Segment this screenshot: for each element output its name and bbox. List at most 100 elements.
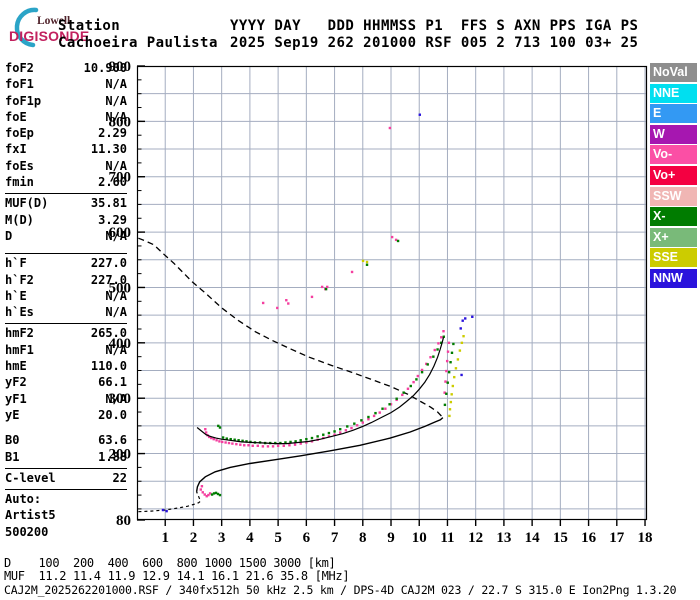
- param-label: fxI: [5, 142, 27, 157]
- param-value: N/A: [105, 342, 127, 357]
- param-row-fxi: fxI 11.30: [5, 142, 127, 158]
- param-label: Artist5: [5, 508, 56, 523]
- x-axis-label: 13: [496, 530, 511, 546]
- param-label: M(D): [5, 212, 34, 227]
- y-axis-label: 900: [109, 59, 132, 75]
- param-row-auto: Auto:: [5, 492, 127, 508]
- series-x-trace-sse-yellow: [361, 259, 465, 418]
- legend-label: NNE: [653, 85, 680, 100]
- x-axis-label: 6: [303, 530, 311, 546]
- measurement-header: YYYY DAY DDD HHMMSS P1 FFS S AXN PPS IGA…: [230, 18, 638, 51]
- x-axis-label: 10: [412, 530, 427, 546]
- param-value: N/A: [105, 288, 127, 303]
- param-label: h`E: [5, 288, 27, 303]
- param-label: hmF2: [5, 326, 34, 341]
- param-label: foF2: [5, 61, 34, 75]
- param-divider: [5, 489, 127, 491]
- legend-item-w: W: [650, 124, 697, 144]
- param-row-hme: hmE 110.0: [5, 359, 127, 375]
- param-label: B0: [5, 433, 20, 448]
- y-axis-label: 300: [109, 391, 132, 407]
- x-axis-label: 16: [581, 530, 597, 546]
- legend-label: W: [653, 126, 665, 141]
- series-nnw-navy-echoes: [161, 113, 474, 513]
- param-row-fof2: foF2 10.900: [5, 61, 127, 77]
- x-axis-label: 8: [359, 530, 367, 546]
- legend-item-x: X-: [650, 207, 697, 227]
- param-row-hf2: h`F2 227.0: [5, 273, 127, 289]
- legend-item-nnw: NNW: [650, 268, 697, 288]
- param-label: yF2: [5, 375, 27, 390]
- param-row-fof1: foF1 N/A: [5, 77, 127, 93]
- station-header: Station Cachoeira Paulista: [58, 18, 218, 51]
- param-label: yF1: [5, 391, 27, 406]
- series-electron-density-profile: [195, 417, 444, 492]
- logo-digisonde-text: DIGISONDE: [9, 28, 90, 44]
- param-label: D: [5, 228, 13, 243]
- x-axis-label: 7: [331, 530, 339, 546]
- d-distance-row: D 100 200 400 600 800 1000 1500 3000 [km…: [4, 556, 336, 570]
- param-value: 1.88: [98, 449, 127, 464]
- param-row-mufd: MUF(D) 35.81: [5, 196, 127, 212]
- lowell-digisonde-logo: Lowell DIGISONDE: [2, 2, 122, 50]
- param-label: foEs: [5, 158, 34, 173]
- param-value: N/A: [105, 158, 127, 173]
- param-label: 500200: [5, 524, 49, 539]
- series-es-echoes-green: [210, 491, 222, 497]
- param-label: fmin: [5, 175, 34, 190]
- param-row-fof1p: foF1p N/A: [5, 94, 127, 110]
- param-row-hes: h`Es N/A: [5, 305, 127, 321]
- param-row-d: D N/A: [5, 229, 127, 245]
- param-value: 66.1: [98, 375, 127, 390]
- param-value: 227.0: [90, 256, 127, 271]
- series-profile-e-region: [138, 491, 202, 513]
- legend-label: X+: [653, 229, 669, 244]
- param-row-ye: yE 20.0: [5, 408, 127, 424]
- param-divider: [5, 253, 127, 255]
- param-label: hmE: [5, 359, 27, 374]
- param-row-he: h`E N/A: [5, 289, 127, 305]
- param-row-artist5: Artist5: [5, 508, 127, 524]
- legend-label: NoVal: [653, 65, 688, 79]
- x-axis-label: 9: [387, 530, 395, 546]
- legend-item-nne: NNE: [650, 83, 697, 103]
- param-row-foes: foEs N/A: [5, 159, 127, 175]
- x-axis-label: 18: [638, 530, 653, 546]
- x-axis-label: 3: [218, 530, 226, 546]
- x-axis-label: 1: [161, 530, 169, 546]
- param-divider: [5, 193, 127, 195]
- param-label: foEp: [5, 126, 34, 141]
- y-axis-label: 800: [109, 114, 132, 130]
- param-row-yf2: yF2 66.1: [5, 375, 127, 391]
- direction-legend: NoVal NNE E W Vo- Vo+ SSW X- X+ SSE NNW: [650, 63, 697, 290]
- legend-item-noval: NoVal: [650, 63, 697, 82]
- param-value: 63.6: [98, 433, 127, 448]
- param-value: 2.29: [98, 126, 127, 141]
- param-label: hmF1: [5, 342, 34, 357]
- param-row-hmf2: hmF2 265.0: [5, 326, 127, 342]
- param-value: N/A: [105, 77, 127, 92]
- param-value: 35.81: [90, 196, 127, 211]
- legend-item-ssw: SSW: [650, 186, 697, 206]
- param-label: foE: [5, 109, 27, 124]
- param-row-500200: 500200: [5, 525, 127, 541]
- legend-label: NNW: [653, 270, 683, 285]
- file-info-line: CAJ2M_2025262201000.RSF / 340fx512h 50 k…: [4, 583, 677, 597]
- legend-label: Vo+: [653, 167, 676, 182]
- param-value: 265.0: [90, 326, 127, 341]
- param-label: B1: [5, 449, 20, 464]
- x-axis-label: 4: [246, 530, 254, 546]
- param-value: 227.0: [90, 272, 127, 287]
- series-topside-profile-extrapolation: [138, 237, 444, 419]
- legend-item-sse: SSE: [650, 248, 697, 268]
- station-name: Cachoeira Paulista: [58, 34, 218, 51]
- series-es-echoes-pink: [199, 485, 212, 498]
- x-axis-label: 17: [609, 530, 625, 546]
- param-value: 10.900: [83, 61, 127, 75]
- param-row-hmf1: hmF1 N/A: [5, 343, 127, 359]
- legend-label: X-: [653, 209, 666, 224]
- logo-lowell-text: Lowell: [37, 15, 71, 27]
- param-value: N/A: [105, 93, 127, 108]
- legend-item-vo: Vo+: [650, 165, 697, 185]
- legend-label: E: [653, 106, 662, 121]
